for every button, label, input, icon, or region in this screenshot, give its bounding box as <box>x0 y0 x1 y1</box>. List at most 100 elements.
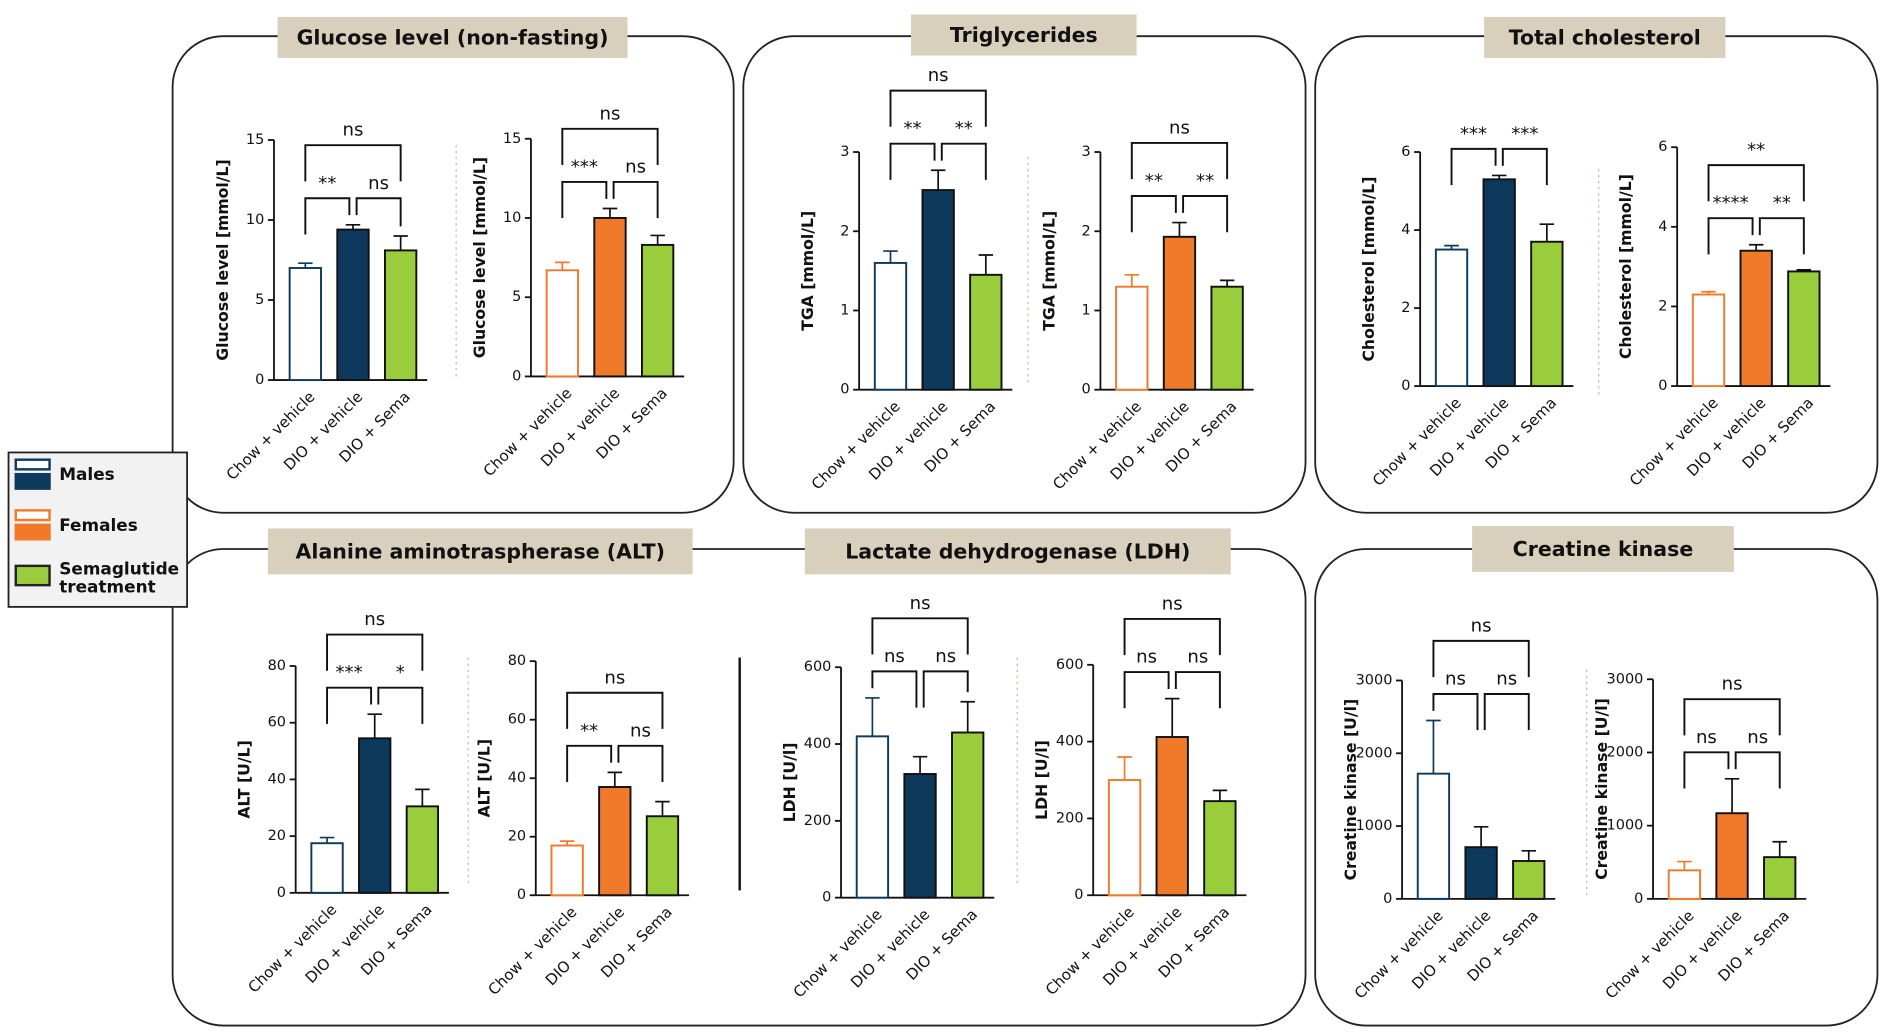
error-bar <box>1426 719 1441 774</box>
y-tick-label: 60 <box>268 715 286 731</box>
significance-bracket <box>566 691 664 729</box>
significance-bracket <box>1130 195 1177 233</box>
panel-title: Lactate dehydrogenase (LDH) <box>845 540 1190 564</box>
y-tick-label: 2 <box>1658 298 1667 314</box>
bar <box>1739 249 1773 388</box>
error-bar <box>1724 777 1740 814</box>
significance-label: ns <box>1496 669 1517 690</box>
error-bar <box>1491 174 1507 180</box>
y-axis-label: LDH [U/l] <box>1032 740 1051 820</box>
bar <box>855 735 890 899</box>
y-tick-label: 4 <box>1658 219 1667 235</box>
bar <box>593 217 627 378</box>
significance-bracket <box>1182 195 1229 233</box>
y-tick-label: 40 <box>268 771 286 787</box>
y-tick-label: 3 <box>1082 144 1091 160</box>
significance-label: ns <box>364 609 385 630</box>
error-bar <box>1124 273 1140 287</box>
significance-bracket <box>1734 751 1781 789</box>
bar <box>1416 772 1451 900</box>
bar <box>336 228 370 382</box>
bar <box>903 773 937 899</box>
error-bar <box>978 254 994 275</box>
error-bar <box>345 223 361 230</box>
y-axis-label: TGA [mmol/L] <box>798 211 817 331</box>
error-bar <box>1164 697 1180 738</box>
bar <box>1482 178 1516 388</box>
significance-label: **** <box>1712 193 1748 214</box>
bar <box>873 261 908 391</box>
legend-label: Males <box>59 466 115 486</box>
significance-bracket <box>1130 141 1229 180</box>
significance-bracket <box>377 686 424 724</box>
y-axis-label: LDH [U/l] <box>780 743 799 823</box>
y-axis-label: ALT [U/L] <box>235 740 254 818</box>
bar <box>545 269 579 378</box>
significance-label: ** <box>955 118 973 139</box>
significance-label: ns <box>884 646 905 667</box>
y-tick-label: 0 <box>277 885 286 901</box>
significance-bracket <box>1501 147 1548 186</box>
bar <box>969 273 1003 391</box>
y-tick-label: 2 <box>1401 300 1410 316</box>
panel-title-box <box>267 528 693 575</box>
y-tick-label: 0 <box>255 372 264 388</box>
y-tick-label: 5 <box>512 289 521 305</box>
y-tick-label: 2 <box>840 223 849 239</box>
y-tick-label: 400 <box>804 736 832 752</box>
error-bar <box>883 250 898 263</box>
legend-entry: Females <box>59 518 138 535</box>
y-tick-label: 1000 <box>1356 818 1393 834</box>
y-tick-label: 0 <box>1074 887 1083 903</box>
bar <box>1512 860 1546 900</box>
significance-label: ns <box>368 173 389 194</box>
significance-bracket <box>612 180 659 219</box>
error-bar <box>1677 860 1692 871</box>
bar <box>1155 736 1189 897</box>
y-tick-label: 200 <box>804 813 832 829</box>
significance-bracket <box>871 617 969 655</box>
y-axis-label: Cholesterol [mmol/L] <box>1616 174 1635 359</box>
y-tick-label: 6 <box>1401 144 1410 160</box>
significance-bracket <box>1123 618 1221 656</box>
significance-label: ns <box>343 120 364 141</box>
legend-label: Semaglutide treatment <box>59 561 180 598</box>
bar <box>1464 846 1498 900</box>
error-bar <box>607 771 623 787</box>
y-tick-label: 60 <box>508 712 526 728</box>
significance-bracket <box>1707 217 1754 255</box>
y-tick-label: 1 <box>840 302 849 318</box>
y-tick-label: 0 <box>1401 378 1410 394</box>
error-bar <box>1521 849 1536 862</box>
y-tick-label: 3000 <box>1356 672 1393 688</box>
y-tick-label: 15 <box>503 131 521 147</box>
panel-title: Creatine kinase <box>1513 537 1694 561</box>
significance-bracket <box>889 142 936 180</box>
bar <box>1210 285 1244 391</box>
panel-title-box <box>1472 526 1734 572</box>
y-tick-label: 2000 <box>1356 745 1393 761</box>
y-tick-label: 0 <box>822 890 831 906</box>
error-bar <box>298 262 313 269</box>
significance-label: ns <box>935 646 956 667</box>
error-bar <box>930 169 946 191</box>
error-bar <box>1772 840 1787 858</box>
significance-label: ns <box>600 103 621 124</box>
y-axis-label: Creatine kinase [U/l] <box>1592 698 1611 880</box>
legend-swatch <box>14 564 51 587</box>
y-tick-label: 15 <box>246 132 264 148</box>
y-tick-label: 80 <box>268 658 286 674</box>
panel-title: Total cholesterol <box>1509 26 1701 50</box>
y-tick-label: 0 <box>1383 891 1392 907</box>
y-axis-label: Creatine kinase [U/l] <box>1341 699 1360 881</box>
significance-label: *** <box>336 662 363 683</box>
significance-bracket <box>871 670 918 708</box>
bar <box>921 189 955 391</box>
significance-bracket <box>1432 693 1479 731</box>
y-tick-label: 3 <box>840 144 849 160</box>
y-tick-label: 0 <box>512 368 521 384</box>
panel-title-box <box>911 14 1137 56</box>
significance-bracket <box>566 744 613 783</box>
significance-bracket <box>1450 147 1497 186</box>
y-tick-label: 10 <box>246 212 264 228</box>
